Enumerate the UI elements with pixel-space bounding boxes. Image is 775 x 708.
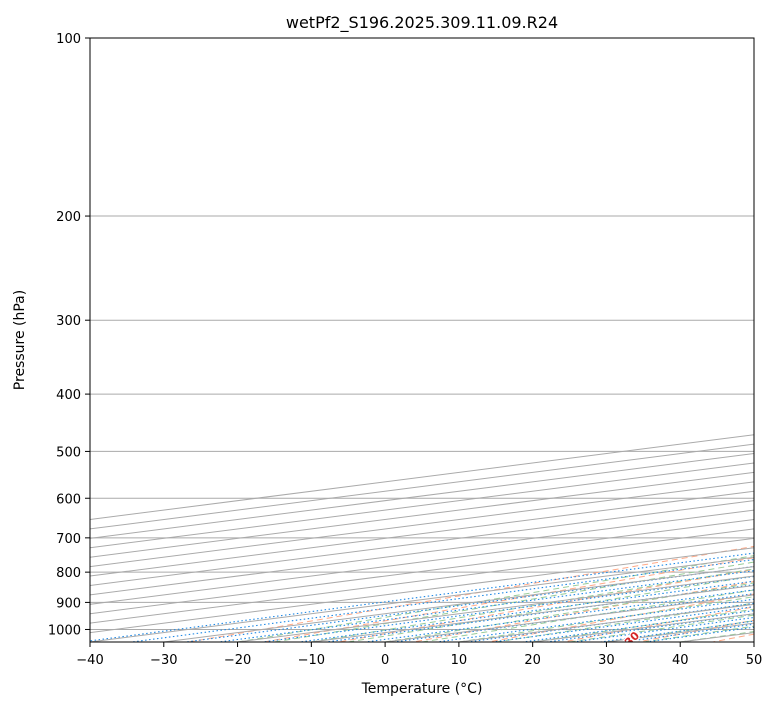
isotherm-line [90,528,754,615]
mixing-ratio-line [322,584,754,642]
y-tick-label: 200 [56,210,81,225]
dry-adiabat-line [410,581,754,642]
y-axis-title: Pressure (hPa) [12,290,28,390]
isotherm-line [90,519,754,605]
x-tick-label: −20 [224,653,251,668]
mixing-ratio-line [258,575,754,642]
x-tick-label: 40 [672,653,689,668]
mixing-ratio-line [596,620,754,642]
isotherms [90,434,754,642]
moist-adiabats [237,555,754,642]
x-tick-label: −40 [76,653,103,668]
y-tick-label: 800 [56,566,81,581]
dry-adiabat-line [335,568,754,642]
mixing-ratio-line [569,616,754,642]
dry-adiabat-line [185,545,754,642]
x-tick-label: 50 [746,653,763,668]
x-tick-label: 20 [524,653,541,668]
x-tick-label: −10 [298,653,325,668]
mixing-ratio-line [295,580,754,642]
mixing-ratio-line [641,626,754,642]
y-tick-label: 300 [56,314,81,329]
moist-adiabat-line [421,589,754,642]
plot-area: -100-90-80-70-60-50-40-30-20-10010203040… [90,38,754,642]
x-tick-label: 10 [451,653,468,668]
isotherm-line [90,509,754,596]
isotherm-line [90,537,754,624]
x-axis-title: Temperature (°C) [361,681,483,697]
y-axis: 100 200 300 400 500 600 700 800 900 1000 [48,32,90,638]
x-tick-label: −30 [150,653,177,668]
plot-frame [89,37,755,643]
dry-adiabats [185,545,754,642]
y-tick-label: 400 [56,388,81,403]
dry-adiabat-line [560,606,754,642]
x-axis: −40 −30 −20 −10 0 10 20 30 40 50 [76,642,762,668]
isotherm-line [90,490,754,577]
chart-title: wetPf2_S196.2025.309.11.09.R24 [286,13,558,33]
moist-adiabat-line [237,555,754,642]
isotherm-line [90,481,754,568]
isotherm-line [90,500,754,586]
y-tick-label: 900 [56,596,81,611]
y-tick-label: 100 [56,32,81,47]
x-tick-label: 30 [598,653,615,668]
y-tick-label: 500 [56,445,81,460]
y-tick-label: 1000 [48,623,81,638]
x-tick-label: 0 [381,653,389,668]
mixing-ratio-line [619,623,754,642]
isotherm-line [90,471,754,558]
mixing-ratio-line [214,570,754,642]
isotherm-line [90,462,754,549]
moist-adiabat-line [348,575,754,642]
y-tick-label: 700 [56,532,81,547]
y-tick-label: 600 [56,492,81,507]
grid [90,38,754,630]
